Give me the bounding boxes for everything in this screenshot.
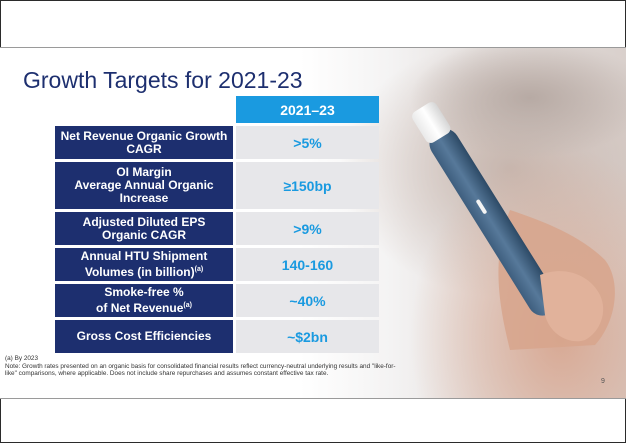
footnote-marker: (a) bbox=[183, 302, 192, 309]
metric-label: Smoke-free % of Net Revenue(a) bbox=[55, 284, 236, 317]
slide-title: Growth Targets for 2021-23 bbox=[23, 67, 303, 93]
footnote-note: Note: Growth rates presented on an organ… bbox=[5, 362, 396, 378]
metric-label: Net Revenue Organic Growth CAGR bbox=[55, 126, 236, 159]
table-row: Gross Cost Efficiencies ~$2bn bbox=[55, 320, 379, 353]
table-row: OI Margin Average Annual Organic Increas… bbox=[55, 162, 379, 209]
heated-tobacco-device-image bbox=[412, 102, 615, 350]
footnote-marker: (a) bbox=[194, 266, 204, 273]
table-row: Net Revenue Organic Growth CAGR >5% bbox=[55, 126, 379, 159]
table-corner bbox=[55, 96, 236, 123]
target-value: >9% bbox=[236, 212, 379, 245]
metric-label: Annual HTU Shipment Volumes (in billion)… bbox=[55, 248, 236, 281]
target-value: ~$2bn bbox=[236, 320, 379, 353]
metric-label: Adjusted Diluted EPS Organic CAGR bbox=[55, 212, 236, 245]
target-value: ≥150bp bbox=[236, 162, 379, 209]
target-value: >5% bbox=[236, 126, 379, 159]
target-value: ~40% bbox=[236, 284, 379, 317]
metric-label: Gross Cost Efficiencies bbox=[55, 320, 236, 353]
table-row: Annual HTU Shipment Volumes (in billion)… bbox=[55, 248, 379, 281]
target-value: 140-160 bbox=[236, 248, 379, 281]
metric-label: OI Margin Average Annual Organic Increas… bbox=[55, 162, 236, 209]
table-row: Adjusted Diluted EPS Organic CAGR >9% bbox=[55, 212, 379, 245]
table-row: Smoke-free % of Net Revenue(a) ~40% bbox=[55, 284, 379, 317]
footnote-a: (a) By 2023 bbox=[5, 355, 39, 362]
growth-targets-table: 2021–23 Net Revenue Organic Growth CAGR … bbox=[55, 93, 379, 356]
footnotes: (a) By 2023 Note: Growth rates presented… bbox=[5, 355, 405, 378]
column-header-2021-23: 2021–23 bbox=[236, 96, 379, 123]
page-number: 9 bbox=[601, 378, 605, 385]
